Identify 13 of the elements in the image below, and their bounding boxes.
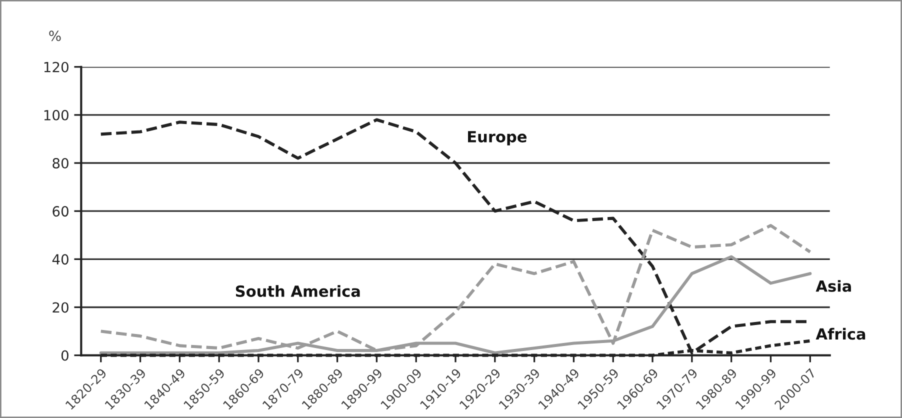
y-tick-label: 60 (52, 206, 68, 217)
y-tick-label: 20 (52, 302, 68, 313)
y-axis-title: % (49, 30, 61, 42)
series-label: Africa (816, 328, 866, 340)
y-tick-label: 0 (61, 350, 68, 361)
y-tick-label: 80 (52, 158, 68, 168)
series-label: Asia (816, 280, 851, 292)
line-series (99, 224, 812, 352)
y-tick-label: 120 (44, 62, 68, 72)
y-tick-label: 100 (44, 110, 68, 120)
series-label: Europe (468, 131, 527, 146)
y-tick-label: 40 (52, 254, 68, 265)
text: South America (236, 285, 360, 297)
